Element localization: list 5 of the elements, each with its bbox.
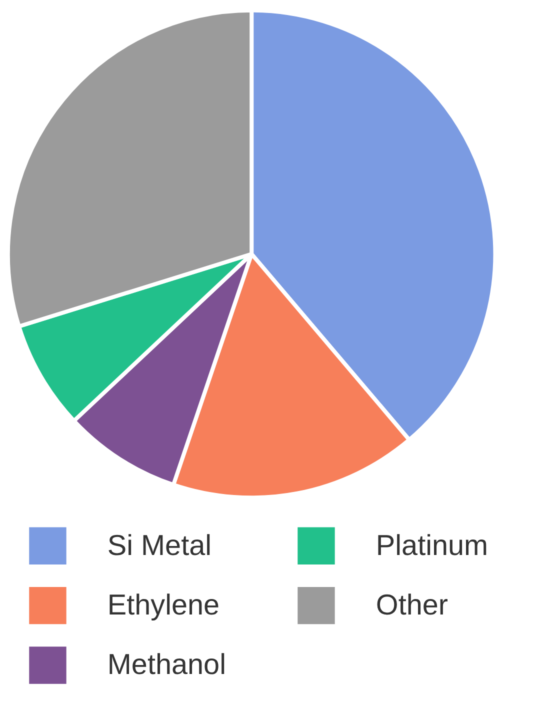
legend-label: Ethylene — [107, 590, 220, 622]
legend-label: Methanol — [107, 649, 226, 682]
legend-label: Other — [376, 590, 448, 622]
legend-label: Platinum — [376, 530, 488, 562]
legend-label: Si Metal — [107, 530, 212, 562]
